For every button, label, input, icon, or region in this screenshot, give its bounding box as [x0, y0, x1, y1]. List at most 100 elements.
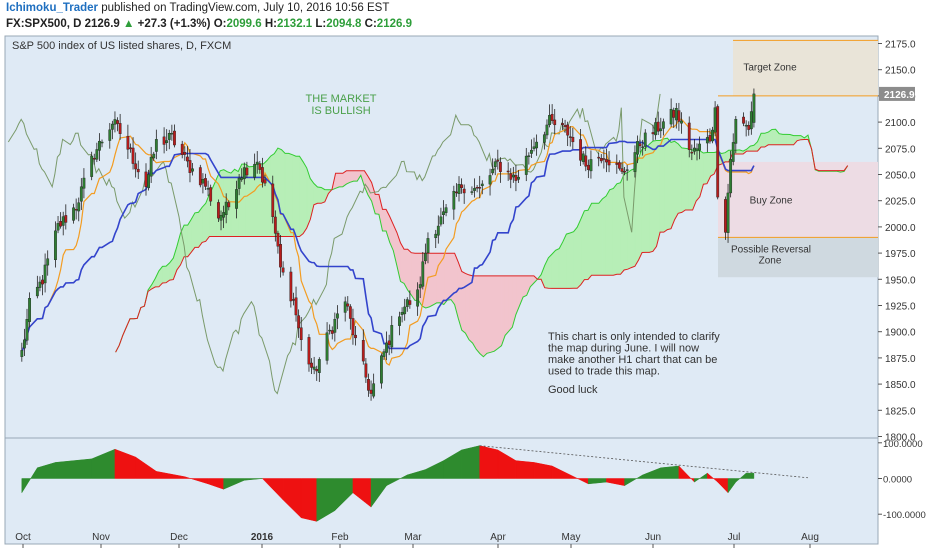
candle-down: [638, 143, 642, 146]
cloud-segment: [436, 252, 441, 304]
candle-up: [400, 312, 404, 315]
candle-up: [191, 168, 194, 172]
cloud-segment: [522, 275, 528, 298]
candle-up: [100, 141, 104, 144]
cloud-segment: [778, 133, 784, 146]
candle-down: [64, 215, 68, 223]
candle-down: [364, 363, 368, 378]
candle-down: [620, 168, 624, 172]
cloud-segment: [292, 154, 297, 237]
cloud-segment: [677, 143, 683, 214]
candle-up: [46, 258, 50, 266]
candle-down: [346, 303, 350, 307]
cloud-segment: [566, 232, 571, 289]
candle-down: [310, 362, 313, 368]
zone-1: [718, 161, 878, 238]
cloud-segment: [609, 188, 614, 276]
candle-up: [56, 223, 60, 231]
cloud-segment: [504, 275, 509, 337]
candle-down: [475, 186, 479, 189]
cloud-segment: [486, 275, 491, 354]
cloud-segment: [407, 248, 412, 296]
cloud-segment: [605, 188, 610, 276]
candle-down: [568, 136, 572, 138]
candle-up: [242, 167, 246, 180]
candle-up: [79, 186, 83, 202]
candle-up: [548, 115, 551, 126]
candle-down: [129, 147, 132, 150]
candle-up: [530, 149, 533, 154]
candle-down: [263, 179, 267, 184]
annotation-bullish-line2: IS BULLISH: [311, 105, 370, 117]
candle-down: [605, 159, 608, 163]
cloud-segment: [623, 172, 628, 271]
close-label: C:: [364, 18, 377, 30]
candle-down: [258, 163, 262, 170]
cloud-segment: [548, 253, 553, 289]
candle-up: [61, 216, 65, 226]
cloud-segment: [591, 203, 596, 276]
cloud-segment: [501, 275, 506, 346]
candle-up: [493, 161, 497, 168]
oscillator-bar: [461, 445, 480, 479]
zone-label-0: Target Zone: [743, 62, 797, 73]
candle-down: [690, 151, 694, 154]
cloud-segment: [432, 252, 437, 306]
note-good-luck: Good luck: [548, 384, 598, 396]
high-label: H:: [264, 18, 278, 30]
cloud-segment: [317, 186, 322, 204]
candle-up: [54, 230, 57, 261]
cloud-segment: [771, 129, 776, 146]
cloud-segment: [789, 134, 794, 146]
candle-up: [517, 176, 520, 180]
candle-up: [403, 306, 407, 315]
note-line: used to trade this map.: [548, 366, 660, 378]
cloud-segment: [483, 275, 488, 358]
cloud-segment: [447, 252, 452, 301]
oscillator-pane: [4, 437, 879, 545]
candle-down: [227, 202, 231, 208]
x-tick-label: Aug: [801, 532, 819, 543]
oscillator-trendline: [479, 445, 809, 479]
cloud-segment: [201, 202, 207, 243]
cloud-segment: [335, 173, 340, 189]
candle-down: [561, 123, 564, 126]
candle-up: [333, 318, 337, 333]
cloud-segment: [349, 170, 354, 183]
candle-up: [734, 118, 738, 144]
candle-down: [271, 183, 275, 217]
candle-up: [749, 111, 753, 130]
cloud-segment: [374, 194, 380, 215]
cloud-segment: [429, 252, 434, 308]
candle-down: [724, 199, 727, 233]
candle-up: [452, 190, 456, 210]
candle-up: [729, 159, 733, 194]
candle-up: [680, 120, 683, 124]
candle-up: [444, 207, 448, 213]
candle-down: [294, 297, 298, 316]
cloud-segment: [263, 159, 268, 237]
candle-down: [550, 114, 554, 121]
candle-down: [144, 171, 148, 187]
cloud-segment: [638, 148, 643, 261]
candle-down: [687, 122, 691, 150]
candle-up: [744, 124, 748, 127]
last-price-label: 2126.9: [884, 90, 915, 101]
cloud-segment: [194, 211, 199, 248]
candle-down: [602, 158, 606, 160]
zone-label-1: Buy Zone: [750, 196, 793, 207]
candle-down: [297, 315, 301, 329]
candle-up: [372, 383, 376, 397]
cloud-segment: [649, 140, 654, 253]
candle-up: [542, 134, 546, 143]
cloud-segment: [212, 178, 217, 237]
candle-up: [72, 207, 75, 221]
candle-down: [126, 135, 130, 150]
senkou-span-b: [115, 139, 849, 353]
candle-down: [204, 178, 207, 187]
cloud-segment: [616, 182, 621, 275]
y-tick-label: 1975.0: [885, 249, 916, 260]
candle-up: [235, 189, 238, 209]
author-link[interactable]: Ichimoku_Trader: [6, 2, 99, 14]
